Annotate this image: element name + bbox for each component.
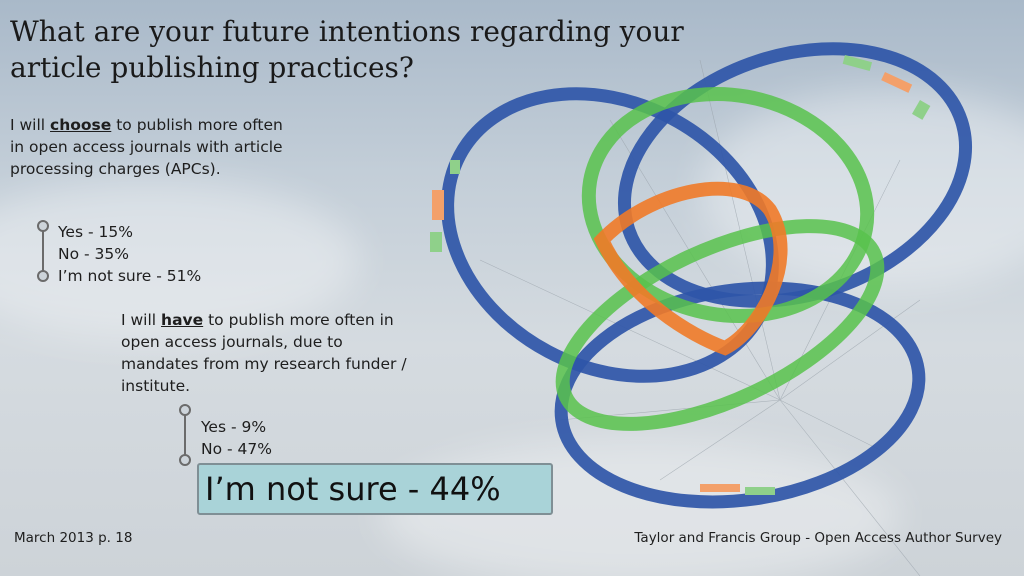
answer-yes: Yes - 9% bbox=[201, 418, 267, 436]
blue-ring-lower bbox=[554, 281, 926, 509]
footer-date: March 2013 p. 18 bbox=[14, 530, 133, 546]
have-answers-list: Yes - 9% No - 47% bbox=[201, 416, 272, 460]
bracket-connector bbox=[37, 220, 49, 282]
answer-not-sure: I’m not sure - 51% bbox=[58, 267, 202, 285]
question-choose-text: I will choose to publish more often in o… bbox=[10, 116, 283, 178]
answer-yes: Yes - 15% bbox=[58, 223, 133, 241]
green-ring-lower bbox=[555, 219, 885, 431]
answer-no: No - 47% bbox=[201, 440, 272, 458]
choose-answers-list: Yes - 15% No - 35% I’m not sure - 51% bbox=[58, 221, 201, 287]
not-sure-highlight-box: I’m not sure - 44% bbox=[197, 463, 553, 515]
orange-ring bbox=[593, 181, 788, 356]
answer-no: No - 35% bbox=[58, 245, 129, 263]
kite-rigging-lines bbox=[479, 59, 921, 576]
slide-title: What are your future intentions regardin… bbox=[10, 15, 684, 84]
emphasis-choose: choose bbox=[50, 116, 112, 134]
ring-stripes bbox=[430, 55, 931, 495]
footer-source: Taylor and Francis Group - Open Access A… bbox=[634, 530, 1002, 546]
emphasis-have: have bbox=[161, 311, 204, 329]
green-ring-upper bbox=[581, 86, 875, 324]
question-have-text: I will have to publish more often in ope… bbox=[121, 311, 407, 395]
bracket-connector bbox=[179, 404, 191, 466]
cloud bbox=[0, 180, 360, 340]
